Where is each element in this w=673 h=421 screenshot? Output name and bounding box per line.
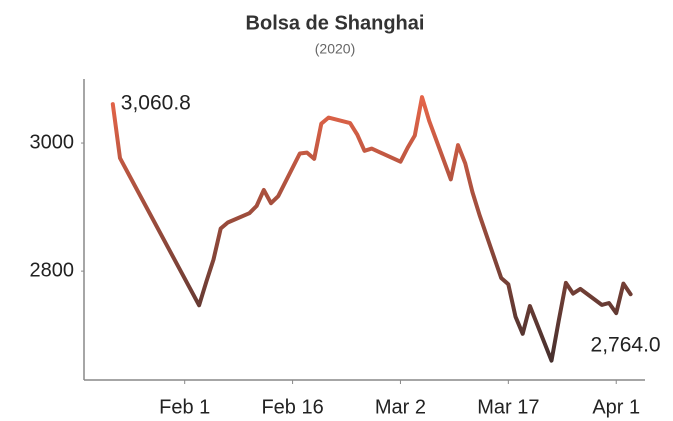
x-tick-label: Feb 16 bbox=[261, 396, 323, 418]
data-label: 3,060.8 bbox=[121, 92, 191, 115]
y-tick-label: 3000 bbox=[30, 131, 75, 153]
x-tick-label: Feb 1 bbox=[159, 396, 210, 418]
chart-title: Bolsa de Shanghai bbox=[246, 12, 425, 34]
line bbox=[110, 95, 633, 363]
x-tick-label: Apr 1 bbox=[592, 396, 640, 418]
x-tick-label: Mar 2 bbox=[375, 396, 426, 418]
y-tick-label: 2800 bbox=[30, 259, 75, 281]
x-tick-label: Mar 17 bbox=[477, 396, 539, 418]
chart-subtitle: (2020) bbox=[315, 41, 355, 57]
data-label: 2,764.0 bbox=[591, 334, 661, 357]
